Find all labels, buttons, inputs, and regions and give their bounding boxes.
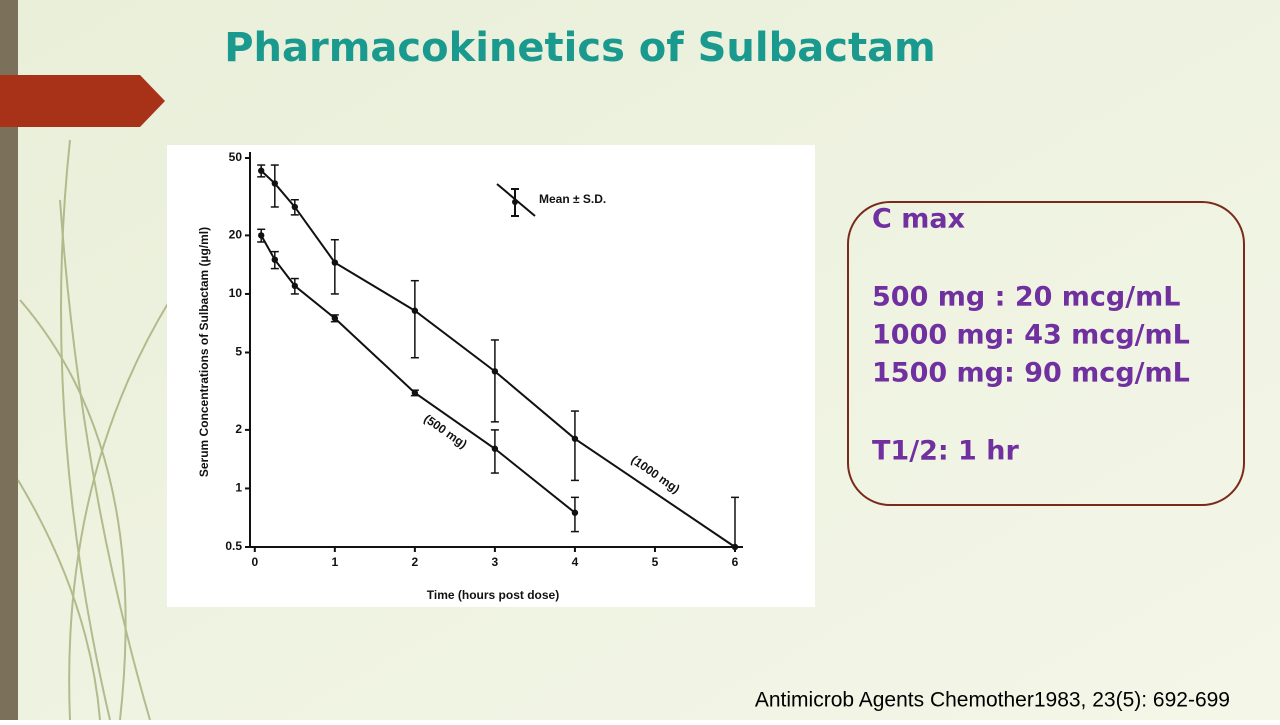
data-point bbox=[291, 282, 299, 290]
data-point bbox=[291, 203, 299, 211]
x-tick-label: 3 bbox=[492, 555, 499, 569]
x-tick-label: 4 bbox=[572, 555, 579, 569]
data-point bbox=[491, 368, 499, 375]
data-point bbox=[331, 259, 339, 266]
panel-line: 1500 mg: 90 mcg/mL bbox=[872, 358, 1190, 389]
y-tick-label: 2 bbox=[235, 422, 242, 436]
data-point bbox=[271, 256, 279, 263]
panel-line: 500 mg : 20 mcg/mL bbox=[872, 282, 1180, 313]
x-tick-label: 0 bbox=[251, 555, 258, 569]
x-axis-label: Time (hours post dose) bbox=[427, 588, 559, 602]
y-tick-label: 20 bbox=[229, 228, 243, 242]
series-line bbox=[260, 170, 736, 548]
y-axis-label: Serum Concentrations of Sulbactam (µg/ml… bbox=[197, 227, 211, 477]
left-bar bbox=[0, 0, 18, 720]
decoration bbox=[17, 139, 171, 721]
data-point bbox=[491, 445, 499, 452]
chart-background bbox=[167, 145, 815, 607]
data-point bbox=[271, 180, 279, 187]
data-point bbox=[411, 389, 419, 397]
data-point bbox=[258, 232, 265, 239]
data-point bbox=[411, 307, 419, 314]
legend-marker bbox=[512, 199, 518, 205]
y-tick-label: 50 bbox=[229, 150, 243, 164]
slide-title: Pharmacokinetics of Sulbactam bbox=[224, 25, 936, 71]
chart: 0 1 2 3 4 5 6 0.5 1 2 5 10 20 50 Time (hours post dose… bbox=[167, 145, 815, 607]
panel-line: T1/2: 1 hr bbox=[872, 436, 1019, 467]
info-panel: C max 500 mg : 20 mcg/mL 1000 mg: 43 mcg… bbox=[847, 201, 1245, 506]
panel-border bbox=[847, 201, 1245, 506]
legend-label: Mean ± S.D. bbox=[539, 192, 606, 206]
panel-heading: C max bbox=[872, 204, 965, 235]
arrow-banner bbox=[0, 75, 165, 127]
x-tick-label: 5 bbox=[652, 555, 659, 569]
y-tick-label: 1 bbox=[235, 481, 242, 495]
x-tick-label: 6 bbox=[732, 555, 739, 569]
x-tick-label: 2 bbox=[412, 555, 419, 569]
y-tick-label: 0.5 bbox=[225, 539, 242, 553]
panel-line: 1000 mg: 43 mcg/mL bbox=[872, 320, 1190, 351]
citation: Antimicrob Agents Chemother1983, 23(5): … bbox=[755, 689, 1230, 712]
data-point bbox=[331, 315, 339, 322]
data-point bbox=[571, 509, 579, 516]
data-point bbox=[571, 435, 579, 442]
y-tick-label: 5 bbox=[235, 345, 242, 359]
x-tick-label: 1 bbox=[331, 555, 338, 569]
y-tick-label: 10 bbox=[229, 286, 243, 300]
data-point bbox=[731, 543, 739, 551]
data-point bbox=[258, 167, 265, 174]
